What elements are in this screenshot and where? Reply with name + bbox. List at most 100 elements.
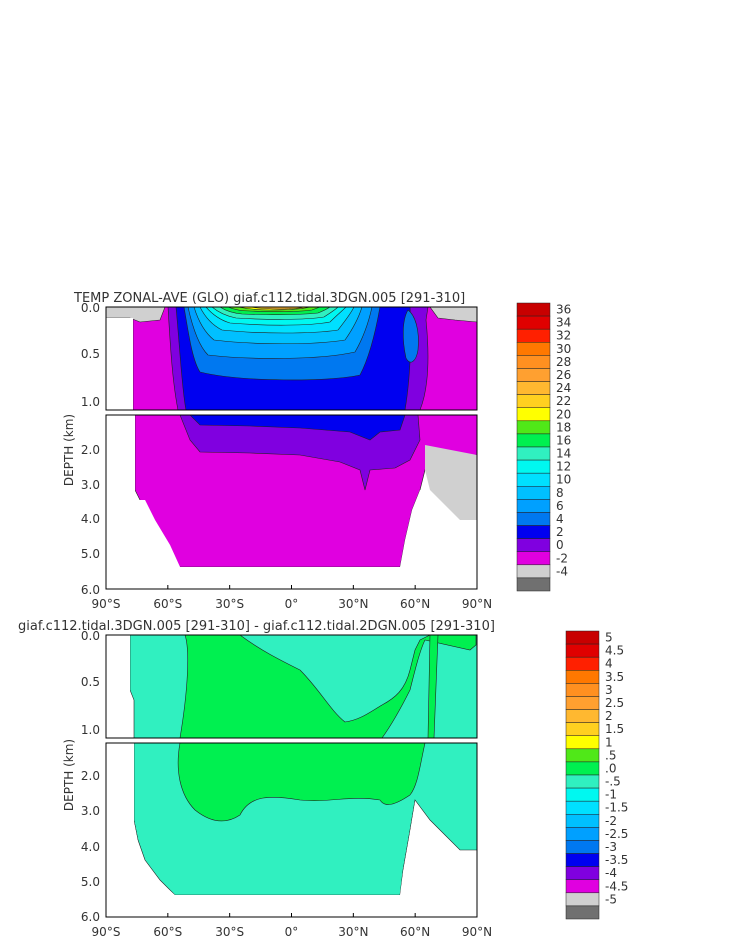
- colorbar-swatch: [516, 499, 551, 513]
- y-tick-label: 2.0: [81, 443, 100, 457]
- colorbar-label: 2.5: [605, 696, 624, 710]
- colorbar-label: 18: [556, 420, 571, 434]
- colorbar-label: 1.5: [605, 722, 624, 736]
- colorbar-label: 28: [556, 355, 571, 369]
- colorbar-swatch: [516, 525, 551, 539]
- colorbar-swatch: [565, 787, 600, 802]
- colorbar-swatch: [516, 302, 551, 317]
- colorbar-label: -5: [605, 892, 617, 906]
- x-tick-label: 90°S: [92, 597, 121, 611]
- colorbar-label: 4.5: [605, 644, 624, 658]
- colorbar-label: .0: [605, 761, 616, 775]
- colorbar-swatch: [565, 892, 600, 907]
- y-tick-label: 5.0: [81, 547, 100, 561]
- temperature-title: TEMP ZONAL-AVE (GLO) giaf.c112.tidal.3DG…: [73, 291, 465, 306]
- temperature-upper-frame: [105, 306, 478, 411]
- colorbar-label: 3.5: [605, 670, 624, 684]
- y-tick-label: 4.0: [81, 512, 100, 526]
- colorbar-swatch: [516, 381, 551, 395]
- colorbar-label: .5: [605, 748, 616, 762]
- colorbar-label: 5: [605, 631, 613, 645]
- difference-panel: giaf.c112.tidal.3DGN.005 [291-310] - gia…: [18, 619, 628, 939]
- colorbar-swatch: [516, 486, 551, 500]
- colorbar-label: 2: [605, 709, 613, 723]
- colorbar-label: 14: [556, 447, 571, 461]
- colorbar-swatch: [516, 446, 551, 461]
- x-tick-label: 90°N: [462, 925, 492, 939]
- colorbar-swatch: [516, 551, 551, 566]
- colorbar-swatch: [565, 696, 600, 710]
- x-tick-label: 90°N: [462, 597, 492, 611]
- colorbar-label: -1.5: [605, 801, 628, 815]
- difference-x-ticks: 90°S 60°S 30°S 0° 30°N 60°N 90°N: [92, 913, 492, 939]
- colorbar-label: 20: [556, 407, 571, 421]
- colorbar-swatch: [565, 827, 600, 841]
- colorbar-label: 30: [556, 342, 571, 356]
- y-tick-label: 0.0: [81, 629, 100, 643]
- colorbar-label: 16: [556, 433, 571, 447]
- colorbar-label: 24: [556, 381, 571, 395]
- difference-ylabel: DEPTH (km): [62, 739, 76, 811]
- y-tick-label: 0.0: [81, 301, 100, 315]
- colorbar-label: 26: [556, 368, 571, 382]
- temperature-ylabel: DEPTH (km): [62, 414, 76, 486]
- y-tick-label: 1.0: [81, 395, 100, 409]
- colorbar-swatch: [565, 670, 600, 684]
- temperature-panel: TEMP ZONAL-AVE (GLO) giaf.c112.tidal.3DG…: [62, 291, 571, 611]
- x-tick-label: 30°N: [338, 925, 368, 939]
- difference-lower-plot: [106, 743, 477, 917]
- temperature-lower-plot: [106, 415, 477, 589]
- x-tick-label: 90°S: [92, 925, 121, 939]
- colorbar-label: 4: [605, 657, 613, 671]
- colorbar-label: 34: [556, 316, 571, 330]
- x-tick-label: 0°: [285, 597, 299, 611]
- colorbar-swatch: [516, 407, 551, 422]
- difference-title: giaf.c112.tidal.3DGN.005 [291-310] - gia…: [18, 619, 495, 634]
- colorbar-swatch: [516, 538, 551, 552]
- difference-upper-plot: [106, 635, 477, 738]
- colorbar-label: 2: [556, 525, 564, 539]
- colorbar-swatch: [565, 840, 600, 854]
- colorbar-swatch: [565, 761, 600, 776]
- colorbar-label: -2: [556, 551, 568, 565]
- colorbar-label: -4: [605, 866, 617, 880]
- x-tick-label: 60°N: [400, 597, 430, 611]
- colorbar-label: 36: [556, 303, 571, 317]
- colorbar-label: 6: [556, 499, 564, 513]
- colorbar-swatch: [565, 814, 600, 828]
- x-tick-label: 0°: [285, 925, 299, 939]
- colorbar-swatch: [565, 643, 600, 658]
- colorbar-swatch: [565, 656, 600, 671]
- y-tick-label: 1.0: [81, 723, 100, 737]
- colorbar-swatch: [565, 853, 600, 867]
- colorbar-swatch: [516, 328, 551, 343]
- x-tick-label: 30°S: [215, 925, 244, 939]
- colorbar-swatch: [565, 683, 600, 697]
- temperature-upper-plot: [106, 307, 477, 410]
- region-green-deep: [177, 743, 426, 822]
- y-tick-label: 4.0: [81, 840, 100, 854]
- colorbar-label: -1: [605, 788, 617, 802]
- difference-upper-frame: [105, 634, 478, 739]
- x-tick-label: 30°N: [338, 597, 368, 611]
- colorbar-swatch: [565, 735, 600, 750]
- y-tick-label: 2.0: [81, 769, 100, 783]
- colorbar-swatch: [516, 342, 551, 356]
- y-tick-label: 5.0: [81, 875, 100, 889]
- colorbar-swatch: [516, 577, 551, 592]
- colorbar-swatch: [565, 748, 600, 763]
- colorbar-swatch: [565, 774, 600, 789]
- region-gray: [106, 307, 166, 323]
- x-tick-label: 60°S: [153, 597, 182, 611]
- colorbar-label: 32: [556, 329, 571, 343]
- colorbar-swatch: [516, 512, 551, 526]
- colorbar-label: -3: [605, 840, 617, 854]
- colorbar-swatch: [565, 866, 600, 880]
- y-tick-label: 0.5: [81, 347, 100, 361]
- y-tick-label: 6.0: [81, 583, 100, 597]
- colorbar-swatch: [565, 722, 600, 736]
- seafloor-gray-north: [425, 445, 477, 520]
- colorbar-swatch: [516, 564, 551, 579]
- colorbar-swatch: [565, 709, 600, 723]
